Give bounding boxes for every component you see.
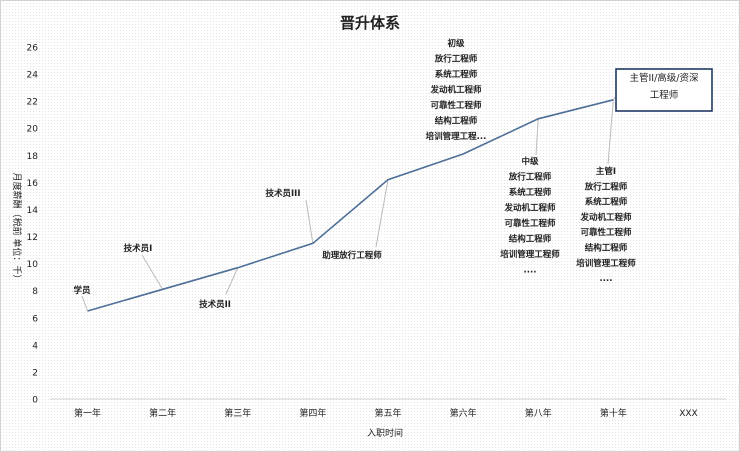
data-annotation-label: 技术员II bbox=[199, 299, 231, 310]
data-annotation-label: 结构工程师 bbox=[435, 116, 478, 127]
data-annotation-label: 学员 bbox=[73, 285, 91, 296]
x-tick-label: 第一年 bbox=[74, 407, 101, 419]
data-annotation-label: 系统工程师 bbox=[585, 197, 628, 208]
data-annotation-label: 助理放行工程师 bbox=[322, 250, 382, 261]
annotation-leader bbox=[81, 295, 89, 312]
annotation-leader bbox=[305, 199, 314, 244]
data-annotation-label: 放行工程师 bbox=[508, 172, 552, 183]
data-annotation-label: .... bbox=[524, 266, 537, 276]
data-annotation-label: 发动机工程师 bbox=[429, 85, 482, 96]
data-annotation-label: 发动机工程师 bbox=[503, 203, 556, 214]
y-tick-label: 16 bbox=[27, 179, 39, 189]
data-annotation-label: 主管II/高级/资深 bbox=[629, 72, 699, 84]
y-tick-label: 14 bbox=[27, 206, 39, 216]
annotation-leader bbox=[141, 254, 164, 290]
x-tick-label: 第四年 bbox=[299, 407, 326, 419]
x-tick-label: 第三年 bbox=[224, 407, 251, 419]
x-tick-label: 第六年 bbox=[450, 407, 477, 419]
data-annotation-label: 可靠性工程师 bbox=[430, 100, 482, 111]
data-annotation-label: 主管I bbox=[596, 166, 616, 177]
y-tick-label: 22 bbox=[27, 98, 38, 108]
data-annotation-label: 可靠性工程师 bbox=[504, 218, 556, 229]
x-tick-label: 第十年 bbox=[600, 407, 627, 419]
data-annotation-label: 可靠性工程师 bbox=[580, 227, 632, 238]
y-tick-label: 18 bbox=[27, 152, 39, 162]
y-tick-label: 6 bbox=[32, 314, 38, 324]
data-annotation-label: 技术员III bbox=[266, 188, 301, 199]
data-annotation-label: 初级 bbox=[447, 38, 465, 49]
annotation-leader bbox=[375, 179, 389, 248]
annotation-box bbox=[615, 68, 713, 112]
annotation-leader bbox=[225, 267, 239, 295]
y-tick-label: 26 bbox=[27, 44, 39, 54]
data-annotation-label: 系统工程师 bbox=[509, 187, 552, 198]
series-line bbox=[87, 99, 614, 312]
x-tick-label: 第二年 bbox=[149, 407, 176, 419]
data-annotation-label: 系统工程师 bbox=[435, 69, 478, 80]
data-annotation-label: 培训管理工程... bbox=[426, 131, 487, 142]
y-tick-label: 20 bbox=[27, 125, 39, 135]
data-annotation-label: 发动机工程师 bbox=[579, 212, 632, 223]
data-annotation-label: 培训管理工程师 bbox=[500, 249, 560, 260]
y-axis-label: 月度薪酬（税前 单位：千） bbox=[11, 173, 23, 284]
x-tick-label: 第五年 bbox=[374, 407, 401, 419]
x-axis-label: 入职时间 bbox=[367, 427, 403, 439]
annotation-leader bbox=[607, 99, 614, 165]
y-tick-label: 24 bbox=[27, 71, 39, 81]
y-tick-label: 12 bbox=[27, 233, 38, 243]
data-annotation-label: 结构工程师 bbox=[509, 234, 552, 245]
y-tick-label: 4 bbox=[32, 341, 38, 351]
data-annotation-label: 培训管理工程师 bbox=[576, 258, 636, 269]
data-annotation-label: 中级 bbox=[521, 156, 539, 167]
data-annotation-label: .... bbox=[600, 274, 613, 284]
data-annotation-label: 结构工程师 bbox=[585, 243, 628, 254]
y-tick-label: 8 bbox=[32, 287, 38, 297]
chart-title: 晋升体系 bbox=[340, 14, 400, 32]
data-annotation-label: 放行工程师 bbox=[584, 181, 628, 192]
data-annotation-label: 技术员I bbox=[124, 243, 153, 254]
y-tick-label: 10 bbox=[27, 260, 39, 270]
data-annotation-label: 放行工程师 bbox=[434, 54, 478, 65]
data-annotation-label: 工程师 bbox=[650, 89, 679, 101]
y-tick-label: 0 bbox=[32, 396, 38, 406]
x-tick-label: 第八年 bbox=[525, 407, 552, 419]
annotation-leader bbox=[535, 118, 539, 156]
x-tick-label: XXX bbox=[679, 409, 698, 419]
y-tick-label: 2 bbox=[32, 368, 38, 378]
